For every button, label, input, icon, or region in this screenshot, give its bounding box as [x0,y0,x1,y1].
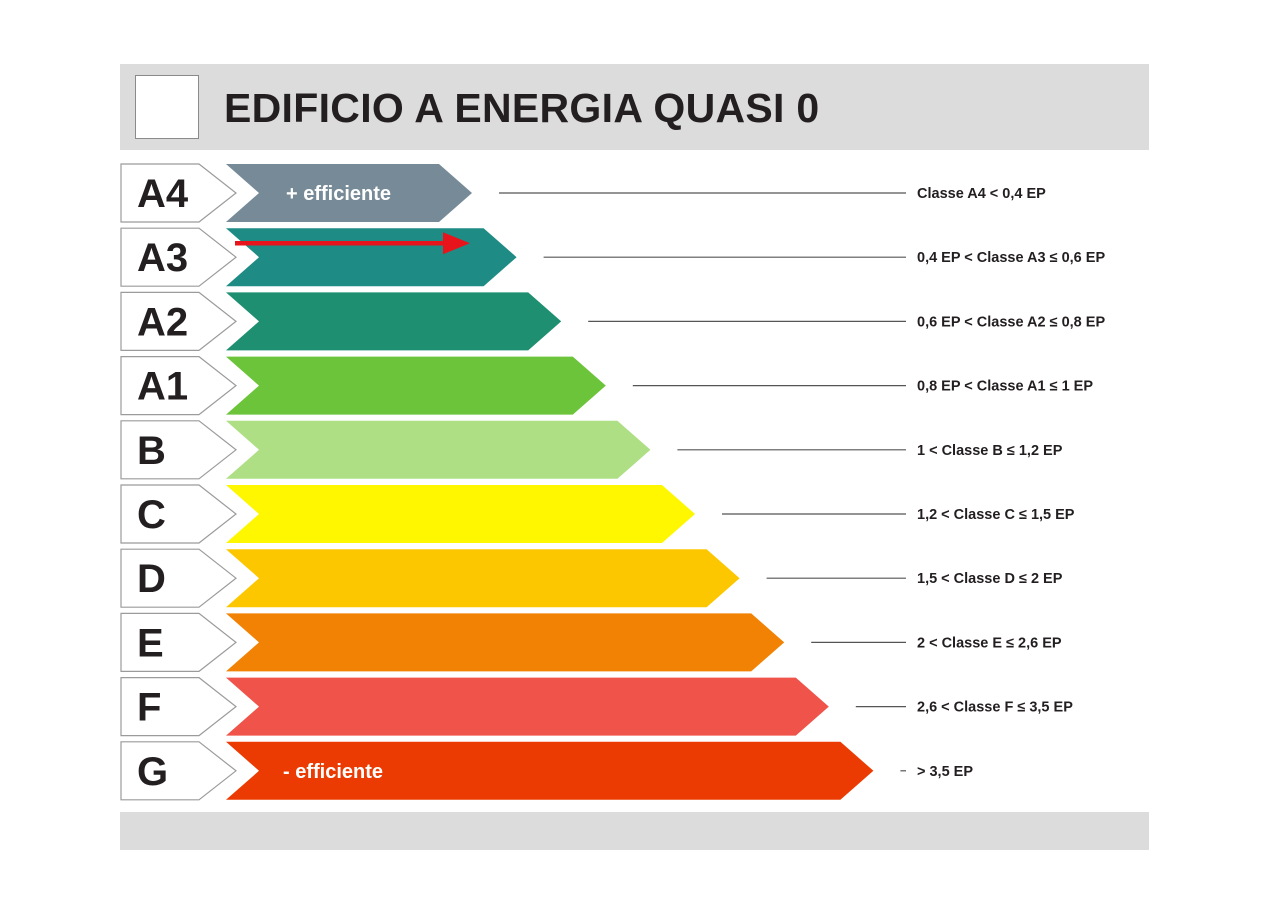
class-tag [120,163,237,223]
energy-class-row: C 1,2 < Classe C ≤ 1,5 EP [120,484,1075,544]
class-letter: A3 [137,236,188,280]
class-letter: E [137,621,164,665]
energy-class-row: B 1 < Classe B ≤ 1,2 EP [120,420,1063,480]
class-letter: F [137,686,161,730]
class-bar [226,228,517,287]
energy-class-row: A1 0,8 EP < Classe A1 ≤ 1 EP [120,356,1093,416]
class-bar [226,613,785,672]
class-tag [120,677,237,737]
class-bar [226,485,695,543]
class-bar [226,549,740,608]
class-range-label: 2,6 < Classe F ≤ 3,5 EP [917,700,1073,716]
class-range-label: 0,8 EP < Classe A1 ≤ 1 EP [917,379,1093,395]
class-bar [226,356,606,415]
class-range-label: Classe A4 < 0,4 EP [917,186,1046,202]
header-band [120,64,1149,150]
class-tag [120,612,237,672]
class-bar [226,420,651,479]
bar-caption: + efficiente [286,183,391,205]
class-range-label: > 3,5 EP [917,764,973,780]
class-bar [226,164,472,222]
class-letter: A2 [137,300,188,344]
energy-class-row: A4 + efficiente Classe A4 < 0,4 EP [120,163,1046,223]
class-tag [120,227,237,287]
class-range-label: 1 < Classe B ≤ 1,2 EP [917,443,1063,459]
class-tag [120,420,237,480]
class-letter: D [137,557,166,601]
energy-class-row: A2 0,6 EP < Classe A2 ≤ 0,8 EP [120,291,1105,351]
header-checkbox [135,75,199,139]
page-title: EDIFICIO A ENERGIA QUASI 0 [224,85,820,131]
class-range-label: 2 < Classe E ≤ 2,6 EP [917,635,1062,651]
class-range-label: 1,2 < Classe C ≤ 1,5 EP [917,507,1075,523]
energy-class-row: A3 0,4 EP < Classe A3 ≤ 0,6 EP [120,227,1105,287]
class-letter: A4 [137,172,189,216]
class-range-label: 0,4 EP < Classe A3 ≤ 0,6 EP [917,250,1105,266]
class-tag [120,484,237,544]
class-range-label: 1,5 < Classe D ≤ 2 EP [917,571,1063,587]
class-letter: B [137,429,166,473]
class-bar [226,292,562,351]
energy-class-row: G - efficiente > 3,5 EP [120,741,973,801]
energy-class-row: D 1,5 < Classe D ≤ 2 EP [120,548,1063,608]
class-letter: A1 [137,365,188,409]
class-range-label: 0,6 EP < Classe A2 ≤ 0,8 EP [917,314,1105,330]
class-tag [120,356,237,416]
class-tag [120,548,237,608]
energy-class-row: F 2,6 < Classe F ≤ 3,5 EP [120,677,1073,737]
bar-caption: - efficiente [283,761,383,783]
class-bar [226,677,829,736]
red-arrow-head [443,232,470,255]
class-letter: G [137,750,168,794]
class-tag [120,291,237,351]
class-bar [226,741,874,800]
red-arrow-indicator [235,232,470,255]
footer-band [120,812,1149,850]
energy-class-row: E 2 < Classe E ≤ 2,6 EP [120,612,1062,672]
class-tag [120,741,237,801]
class-letter: C [137,493,166,537]
